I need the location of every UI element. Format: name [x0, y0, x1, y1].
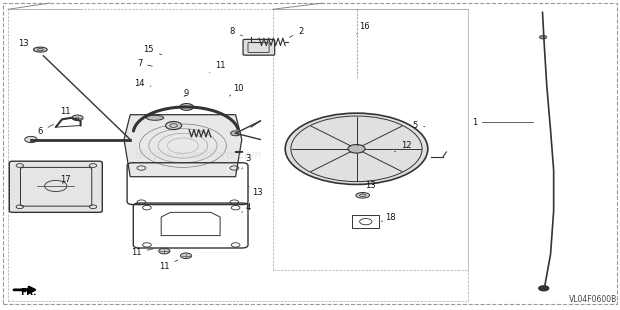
Circle shape — [180, 253, 192, 259]
Text: 15: 15 — [144, 45, 162, 55]
Text: 11: 11 — [131, 248, 154, 257]
Text: 14: 14 — [135, 79, 151, 88]
Text: 16: 16 — [356, 22, 370, 34]
Text: 9: 9 — [184, 88, 188, 98]
Text: 11: 11 — [60, 107, 77, 118]
Text: VL04F0600B: VL04F0600B — [569, 295, 617, 304]
Text: 8: 8 — [230, 26, 242, 36]
Text: 12: 12 — [394, 141, 411, 152]
Text: 2: 2 — [290, 26, 303, 38]
Polygon shape — [124, 115, 242, 177]
Text: FR.: FR. — [20, 288, 37, 297]
FancyBboxPatch shape — [9, 161, 102, 212]
Circle shape — [72, 115, 83, 121]
Polygon shape — [146, 115, 164, 120]
FancyBboxPatch shape — [243, 39, 275, 55]
Text: 17: 17 — [60, 175, 71, 184]
Text: 13: 13 — [248, 186, 263, 197]
Text: 13: 13 — [18, 39, 34, 50]
Circle shape — [539, 35, 547, 39]
Text: 1: 1 — [472, 118, 534, 127]
Circle shape — [285, 113, 428, 184]
Ellipse shape — [356, 193, 370, 198]
Text: 10: 10 — [229, 84, 244, 96]
Text: 18: 18 — [381, 212, 396, 222]
Text: 6: 6 — [38, 124, 53, 136]
Text: 5: 5 — [413, 121, 425, 130]
Circle shape — [348, 144, 365, 153]
Text: 11: 11 — [159, 260, 178, 271]
Text: 3: 3 — [242, 153, 250, 169]
Circle shape — [166, 122, 182, 130]
Circle shape — [180, 104, 193, 110]
Circle shape — [159, 248, 170, 254]
Ellipse shape — [33, 47, 47, 52]
Circle shape — [539, 286, 549, 291]
Circle shape — [25, 136, 37, 143]
Text: 7: 7 — [137, 59, 153, 68]
Text: 13: 13 — [363, 181, 376, 194]
Text: 11: 11 — [210, 60, 225, 73]
Text: eReplacementParts.com: eReplacementParts.com — [135, 150, 262, 160]
Circle shape — [231, 131, 241, 136]
Text: 4: 4 — [242, 203, 250, 212]
